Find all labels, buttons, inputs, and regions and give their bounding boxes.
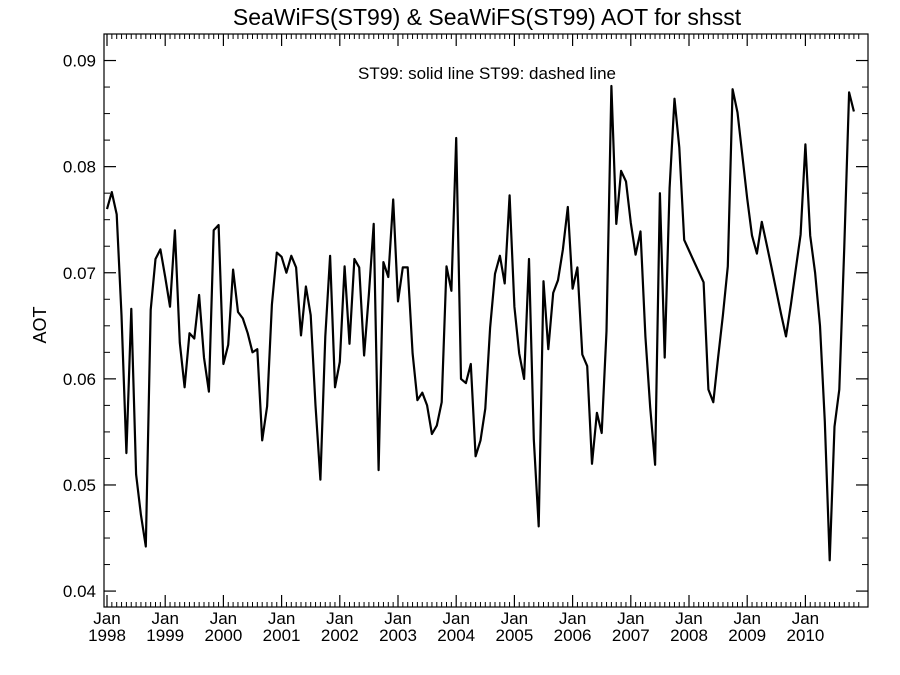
x-tick-month-label: Jan [501,609,528,628]
legend-text: ST99: solid line ST99: dashed line [358,64,616,83]
x-tick-year-label: 2004 [437,626,475,645]
x-tick-month-label: Jan [675,609,702,628]
x-tick-month-label: Jan [93,609,120,628]
x-tick-month-label: Jan [151,609,178,628]
x-tick-year-label: 2003 [379,626,417,645]
y-tick-label: 0.04 [63,582,96,601]
x-tick-month-label: Jan [210,609,237,628]
chart-title: SeaWiFS(ST99) & SeaWiFS(ST99) AOT for sh… [233,4,742,30]
x-tick-month-label: Jan [384,609,411,628]
y-tick-label: 0.05 [63,476,96,495]
x-tick-year-label: 2005 [495,626,533,645]
series-solid-line [105,84,855,562]
x-tick-year-label: 2007 [612,626,650,645]
y-tick-label: 0.07 [63,264,96,283]
x-tick-year-label: 1999 [146,626,184,645]
plot-frame [103,33,869,608]
x-tick-month-label: Jan [733,609,760,628]
y-axis-label: AOT [30,306,50,343]
x-tick-year-label: 2006 [554,626,592,645]
x-tick-year-label: 2002 [321,626,359,645]
x-tick-month-label: Jan [617,609,644,628]
x-tick-year-label: 2009 [728,626,766,645]
x-tick-month-label: Jan [792,609,819,628]
x-tick-year-label: 2001 [263,626,301,645]
x-tick-year-label: 1998 [88,626,126,645]
y-tick-label: 0.06 [63,370,96,389]
x-tick-month-label: Jan [442,609,469,628]
x-tick-month-label: Jan [268,609,295,628]
y-tick-label: 0.08 [63,158,96,177]
x-tick-year-label: 2010 [786,626,824,645]
axis-ticks-layer: 0.040.050.060.070.080.09Jan1998Jan1999Ja… [63,34,868,645]
x-tick-month-label: Jan [326,609,353,628]
y-tick-label: 0.09 [63,52,96,71]
x-tick-month-label: Jan [559,609,586,628]
x-tick-year-label: 2000 [204,626,242,645]
x-tick-year-label: 2008 [670,626,708,645]
